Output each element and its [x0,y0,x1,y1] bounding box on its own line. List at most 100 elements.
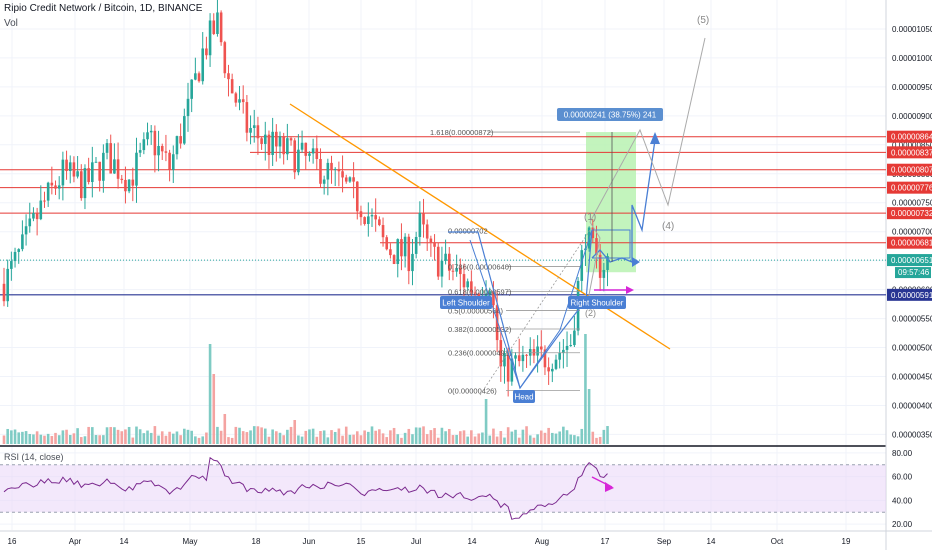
volume-bar-131 [484,399,488,444]
volume-bar-66 [245,432,249,444]
volume-bar-115 [425,434,429,444]
volume-bars [2,334,609,444]
volume-bar-117 [433,428,436,444]
volume-bar-15 [57,435,61,444]
price-tick-13: 0.00001000 [892,54,932,63]
x-tick-10: 17 [601,537,610,546]
volume-bar-161 [595,437,598,444]
candle-body-138 [510,358,514,382]
volume-bar-36 [135,426,138,444]
candle-body-52 [194,73,197,80]
volume-bar-83 [308,429,311,444]
candle-body-94 [348,177,352,182]
x-tick-12: 14 [707,537,716,546]
fib-label-7: 0(0.00000426) [448,386,497,395]
level-tag-3: 0.00000776 [891,184,932,193]
volume-bar-132 [488,435,492,444]
candle-body-24 [91,162,94,183]
candle-body-135 [499,340,503,367]
wave-4-label: (4) [662,221,674,232]
candle-body-107 [396,239,400,265]
volume-bar-156 [576,436,580,444]
candle-body-36 [135,152,138,186]
volume-bar-95 [352,434,355,444]
volume-bar-127 [470,430,473,444]
candle-body-17 [65,159,68,172]
candle-body-65 [241,99,245,103]
candle-body-16 [61,159,65,186]
head-label-bg [513,390,535,403]
price-tick-10: 0.00000850 [892,141,932,150]
candle-body-163 [602,269,606,278]
volume-bar-52 [194,436,197,444]
volume-bar-20 [76,428,79,444]
volume-bar-37 [138,429,142,444]
volume-bar-74 [275,431,278,444]
volume-bar-7 [28,433,32,444]
volume-bar-91 [337,428,341,444]
volume-bar-75 [278,432,282,444]
candle-body-60 [223,42,227,74]
volume-bar-102 [378,429,381,444]
volume-bar-90 [333,431,337,444]
current-price-tag-bg [887,254,932,267]
volume-bar-31 [116,429,120,444]
volume-bar-32 [120,431,124,444]
x-tick-14: 19 [842,537,851,546]
volume-bar-129 [477,433,481,444]
volume-bar-14 [54,432,57,444]
candle-body-140 [517,355,521,362]
candle-body-9 [35,213,39,220]
candle-body-20 [76,171,79,177]
candle-body-44 [164,151,168,153]
rsi-series-line [3,456,608,520]
candle-body-33 [124,179,127,192]
candle-body-41 [153,130,157,156]
volume-bar-49 [183,428,186,444]
volume-bar-26 [98,435,101,444]
candle-body-27 [102,152,105,181]
candle-body-123 [455,268,458,272]
volume-bar-28 [105,427,109,444]
candle-body-61 [227,73,230,80]
volume-bar-59 [219,430,223,444]
volume-bar-136 [503,437,506,444]
volume-bar-4 [17,432,21,444]
volume-bar-33 [124,429,127,444]
candle-body-11 [43,200,46,202]
volume-bar-101 [374,430,377,444]
candle-body-42 [157,145,160,156]
level-tag-bg-3 [887,181,932,194]
volume-bar-9 [35,431,39,444]
fib-label-2: 0.786(0.00000640) [448,262,512,271]
volume-bar-34 [127,426,131,444]
candle-body-0 [2,283,6,302]
volume-bar-145 [536,434,539,444]
candle-body-23 [87,168,90,183]
volume-bar-50 [186,429,190,444]
x-tick-5: Jun [303,537,316,546]
candle-body-122 [451,270,455,272]
volume-bar-22 [83,436,87,444]
x-tick-0: 16 [8,537,17,546]
price-tick-11: 0.00000900 [892,112,932,121]
candle-body-85 [315,148,319,160]
candle-body-128 [473,292,477,294]
volume-bar-25 [94,435,98,444]
candle-body-118 [436,246,440,277]
candle-body-3 [13,251,17,262]
volume-bar-84 [311,428,315,444]
volume-bar-150 [554,433,558,444]
rsi-label: RSI (14, close) [4,452,64,462]
target-box-fill [586,132,636,273]
level-tag-bg-1 [887,146,932,159]
candle-body-161 [595,238,598,255]
volume-bar-47 [175,431,179,444]
price-axis: 0.00000350 0.00000400 0.00000450 0.00000500… [887,25,932,529]
x-tick-9: Aug [535,537,549,546]
elliott-wave-path [587,37,706,301]
fib-label-4: 0.5(0.00000564) [448,306,504,315]
magenta-arrowhead-price [626,286,634,294]
